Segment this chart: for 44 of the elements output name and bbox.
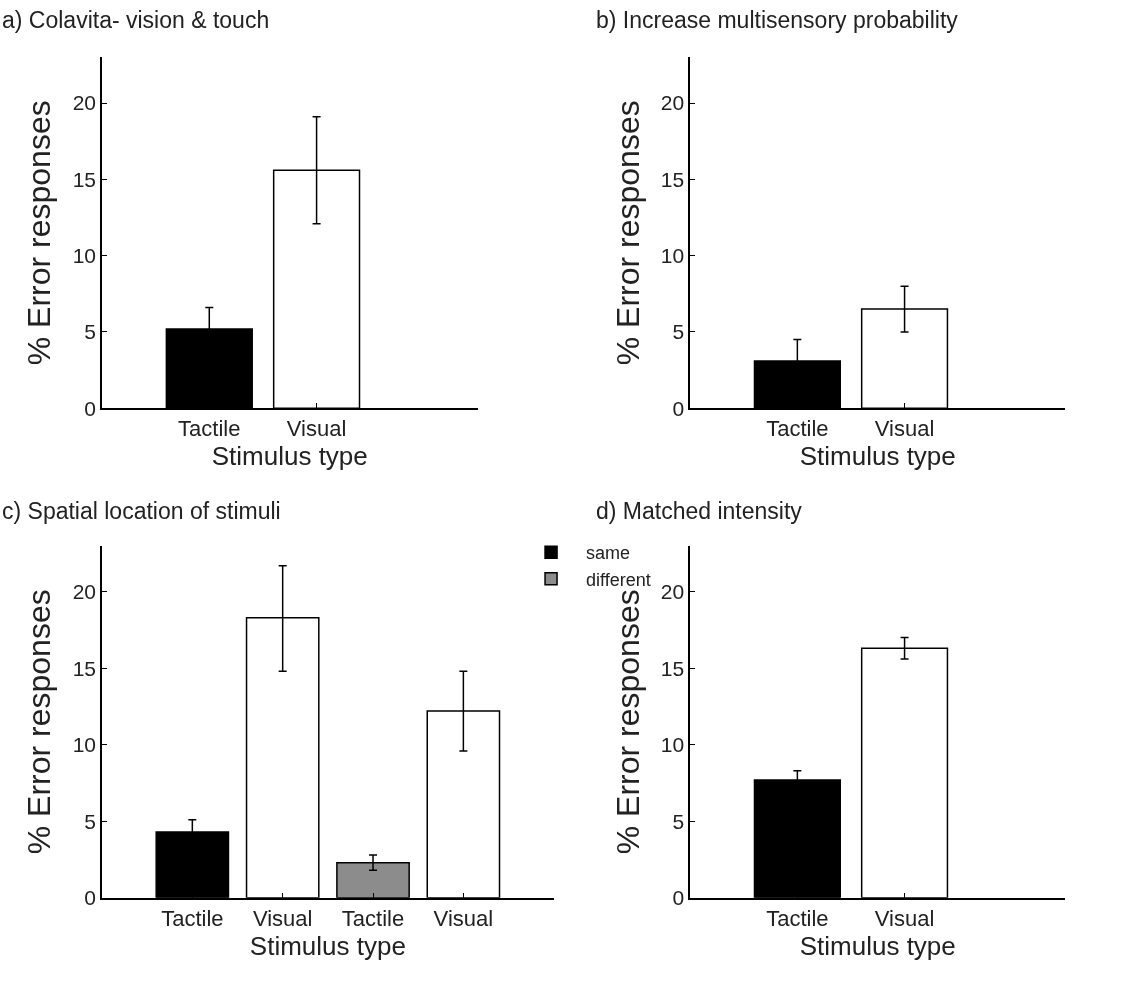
- y-axis-title: % Error responses: [21, 100, 58, 366]
- y-tick-label: 0: [84, 886, 97, 910]
- x-tick-label: Visual: [252, 905, 313, 931]
- chart-title: d) Matched intensity: [596, 498, 803, 524]
- y-tick-label: 10: [660, 244, 685, 268]
- y-tick-label: 10: [72, 733, 97, 757]
- x-tick-label: Tactile: [766, 905, 829, 931]
- x-tick-label: Tactile: [178, 416, 241, 442]
- y-tick-label: 15: [72, 167, 97, 191]
- y-tick-label: 15: [660, 167, 685, 191]
- x-tick-label: Tactile: [766, 416, 829, 442]
- y-tick-label: 5: [84, 320, 97, 344]
- y-axis-title: % Error responses: [609, 589, 646, 855]
- y-tick-label: 10: [72, 244, 97, 268]
- legend-label: different: [586, 569, 651, 590]
- x-tick-label: Visual: [874, 905, 935, 931]
- y-tick-label: 5: [672, 320, 685, 344]
- y-tick-label: 20: [72, 91, 97, 115]
- y-tick-label: 20: [72, 580, 97, 604]
- chart-title: b) Increase multisensory probability: [596, 7, 959, 33]
- x-axis-title: Stimulus type: [799, 930, 956, 961]
- x-tick-label: Visual: [433, 905, 494, 931]
- x-tick-label: Tactile: [161, 905, 224, 931]
- y-tick-label: 0: [84, 396, 97, 420]
- chart-title: c) Spatial location of stimuli: [2, 498, 281, 524]
- y-tick-label: 20: [660, 580, 685, 604]
- y-axis-title: % Error responses: [609, 100, 646, 366]
- x-axis-title: Stimulus type: [211, 441, 368, 472]
- x-tick-label: Visual: [286, 416, 347, 442]
- y-tick-label: 15: [660, 656, 685, 680]
- y-axis-title: % Error responses: [21, 589, 58, 855]
- y-tick-label: 5: [84, 809, 97, 833]
- y-tick-label: 10: [660, 733, 685, 757]
- x-axis-title: Stimulus type: [249, 930, 406, 961]
- x-axis-title: Stimulus type: [799, 441, 956, 472]
- y-tick-label: 20: [660, 91, 685, 115]
- y-tick-label: 0: [672, 886, 685, 910]
- y-tick-label: 5: [672, 809, 685, 833]
- chart-title: a) Colavita- vision & touch: [2, 7, 270, 33]
- legend-label: same: [586, 543, 631, 564]
- y-tick-label: 0: [672, 396, 685, 420]
- x-tick-label: Tactile: [341, 905, 405, 931]
- x-tick-label: Visual: [874, 416, 935, 442]
- y-tick-label: 15: [72, 656, 97, 680]
